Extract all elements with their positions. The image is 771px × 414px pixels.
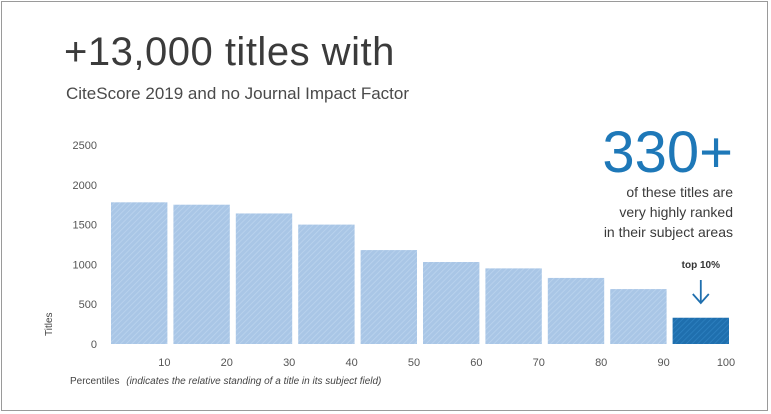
bar [485,268,542,344]
bar-top-10 [672,317,729,344]
page-title: +13,000 titles with [64,30,395,74]
x-tick-label: 20 [221,357,233,369]
bar [173,204,230,344]
x-tick-label: 80 [595,357,607,369]
bar [423,262,480,344]
bar [610,289,667,344]
bar [235,213,293,344]
x-tick-label: 40 [345,357,357,369]
callout-line: in their subject areas [603,224,733,240]
callout-text: of these titles are very highly ranked i… [533,182,733,242]
y-tick-label: 0 [91,339,97,351]
x-axis-label-note: (indicates the relative standing of a ti… [126,376,381,387]
y-tick-label: 500 [79,299,97,311]
bar [298,224,355,344]
x-tick-label: 10 [158,357,170,369]
x-tick-label: 90 [657,357,669,369]
callout-line: very highly ranked [619,204,733,220]
down-arrow-icon [692,280,710,305]
x-axis-label: Percentiles (indicates the relative stan… [70,376,381,387]
y-axis-label: Titles [44,312,55,336]
y-tick-label: 1500 [73,220,97,232]
bar [111,202,168,344]
x-axis-label-main: Percentiles [70,376,119,387]
y-tick-label: 2500 [73,140,97,152]
page-subtitle: CiteScore 2019 and no Journal Impact Fac… [66,84,410,103]
bar [547,277,605,344]
callout-line: of these titles are [626,184,733,200]
bar [360,250,417,344]
x-tick-label: 70 [533,357,545,369]
x-tick-label: 50 [408,357,420,369]
x-tick-label: 60 [470,357,482,369]
y-tick-label: 2000 [73,180,97,192]
x-tick-label: 100 [717,357,735,369]
arrow-head [692,293,710,305]
top-10-label: top 10% [682,260,720,271]
highlight-number: 330+ [602,120,733,185]
x-tick-label: 30 [283,357,295,369]
y-tick-label: 1000 [73,259,97,271]
